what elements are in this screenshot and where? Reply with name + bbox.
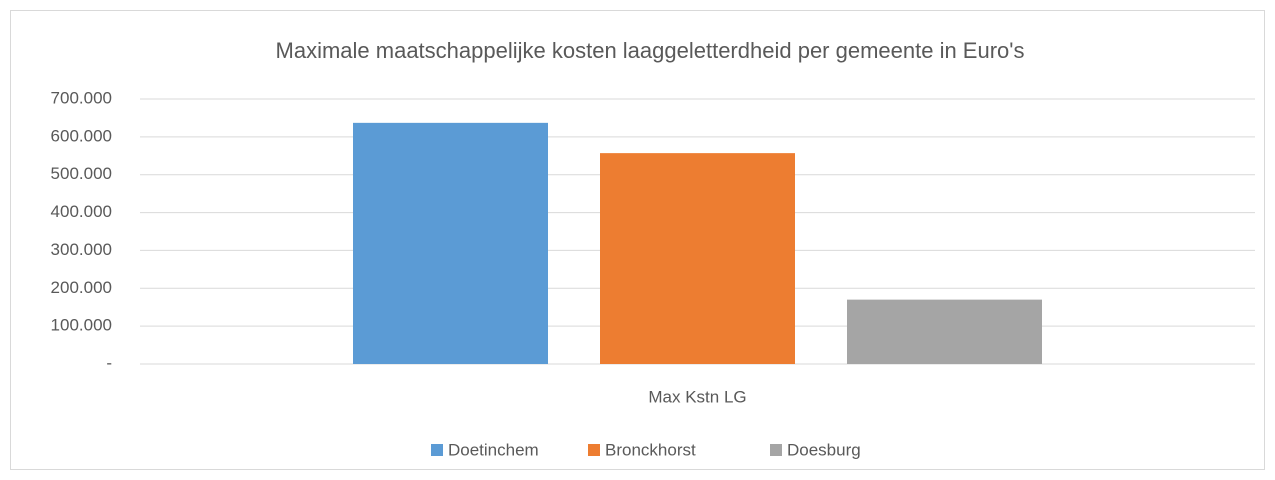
- legend-swatch: [431, 444, 443, 456]
- y-tick-label: 400.000: [51, 202, 112, 221]
- chart-title: Maximale maatschappelijke kosten laaggel…: [276, 38, 1025, 63]
- y-tick-label: -: [106, 353, 112, 372]
- legend-label: Bronckhorst: [605, 440, 696, 459]
- legend-swatch: [770, 444, 782, 456]
- legend-label: Doetinchem: [448, 440, 539, 459]
- bar: [600, 153, 795, 364]
- y-tick-label: 600.000: [51, 126, 112, 145]
- y-tick-label: 700.000: [51, 88, 112, 107]
- x-tick-label: Max Kstn LG: [648, 387, 746, 406]
- y-tick-label: 100.000: [51, 316, 112, 335]
- y-tick-label: 300.000: [51, 240, 112, 259]
- legend-label: Doesburg: [787, 440, 861, 459]
- y-tick-label: 200.000: [51, 278, 112, 297]
- bar: [847, 299, 1042, 364]
- legend-swatch: [588, 444, 600, 456]
- y-tick-label: 500.000: [51, 164, 112, 183]
- bar: [353, 122, 548, 364]
